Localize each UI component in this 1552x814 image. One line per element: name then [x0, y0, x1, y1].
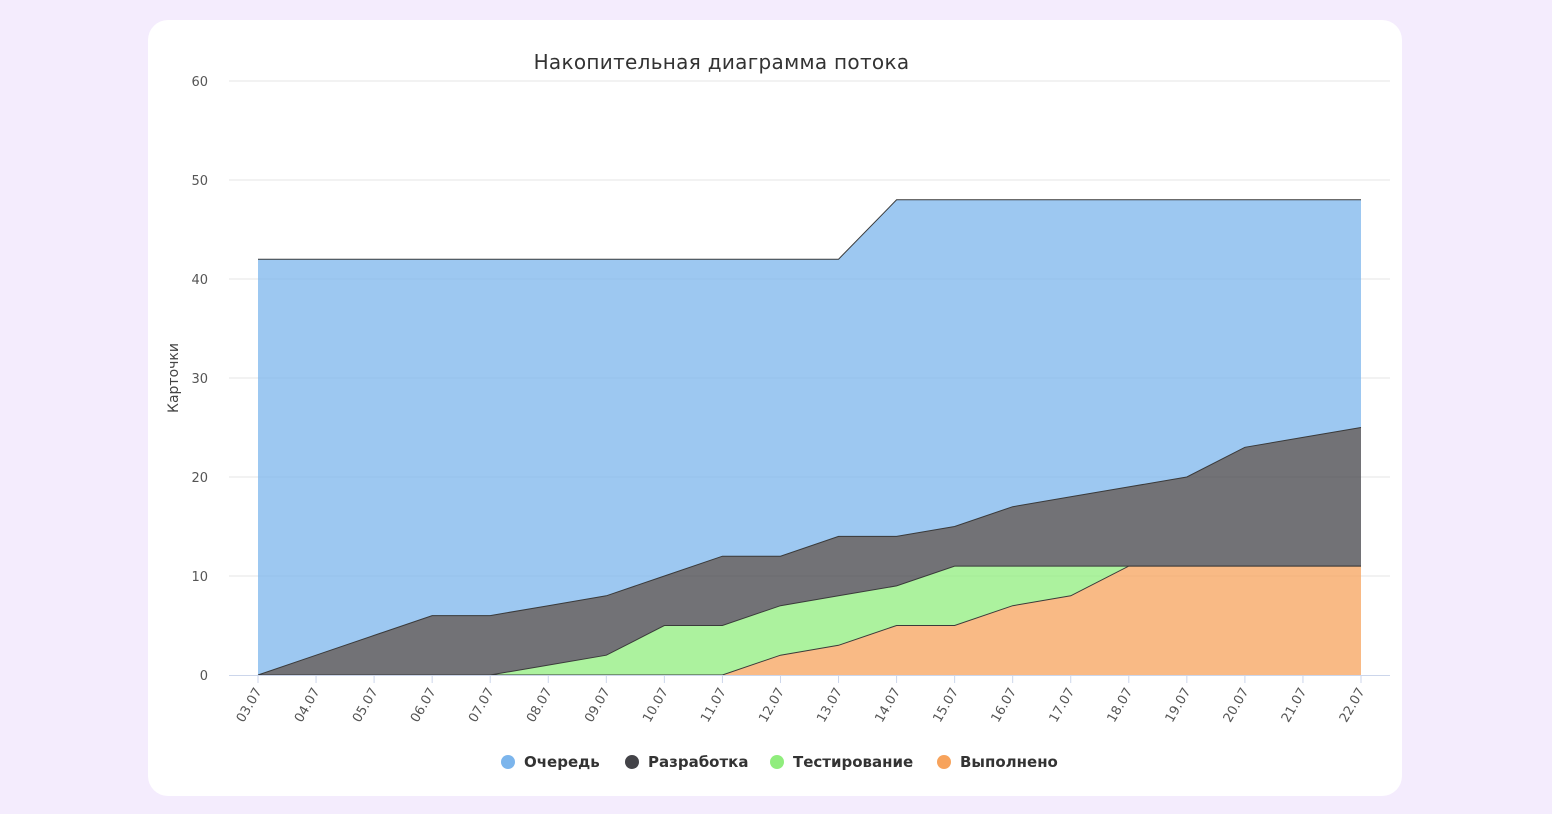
y-axis-title: Карточки: [166, 343, 182, 413]
x-tick-label: 05.07: [350, 686, 382, 726]
legend-marker: [937, 755, 951, 769]
y-tick-label: 40: [191, 273, 208, 288]
x-tick-label: 06.07: [408, 686, 440, 726]
chart-title: Накопительная диаграмма потока: [533, 50, 910, 74]
area-done: [258, 566, 1361, 675]
x-tick-label: 15.07: [930, 686, 962, 726]
x-tick-label: 16.07: [989, 686, 1021, 726]
line-development: [257, 427, 1362, 676]
x-tick-label: 18.07: [1105, 686, 1137, 726]
legend[interactable]: Очередь Разработка Тестирование Выполнено: [501, 753, 1058, 771]
x-tick-label: 11.07: [698, 686, 730, 726]
y-tick-label: 60: [191, 75, 208, 90]
legend-item-done[interactable]: Выполнено: [937, 753, 1058, 771]
legend-marker: [625, 755, 639, 769]
x-tick-label: 03.07: [234, 686, 266, 726]
legend-item-testing[interactable]: Тестирование: [770, 753, 913, 771]
area-series: [257, 199, 1362, 676]
legend-label: Очередь: [524, 753, 600, 771]
y-tick-label: 30: [191, 372, 208, 387]
x-tick-label: 04.07: [292, 686, 324, 726]
x-tick-label: 17.07: [1047, 686, 1079, 726]
x-tick-label: 22.07: [1337, 686, 1369, 726]
legend-item-queue[interactable]: Очередь: [501, 753, 600, 771]
area-testing: [258, 566, 1361, 675]
y-tick-label: 10: [191, 570, 208, 585]
x-tick-label: 08.07: [524, 686, 556, 726]
legend-marker: [501, 755, 515, 769]
x-tick-label: 12.07: [756, 686, 788, 726]
chart-card: Накопительная диаграмма потока 0 10 20 30 40…: [148, 20, 1402, 796]
area-queue: [258, 199, 1361, 676]
x-tick-label: 19.07: [1163, 686, 1195, 726]
cumulative-flow-chart: 0 10 20 30 40 50 60 03.07 04.07 05.07 06.07 07.07 08…: [166, 75, 1390, 771]
area-development: [258, 427, 1361, 675]
y-tick-label: 0: [200, 669, 208, 684]
legend-item-development[interactable]: Разработка: [625, 753, 748, 771]
x-tick-label: 14.07: [872, 686, 904, 726]
x-tick-label: 13.07: [814, 686, 846, 726]
x-tick-label: 09.07: [582, 686, 614, 726]
x-tick-label: 21.07: [1279, 686, 1311, 726]
legend-label: Выполнено: [960, 753, 1058, 771]
x-tick-label: 07.07: [466, 686, 498, 726]
legend-label: Тестирование: [793, 753, 913, 771]
y-tick-label: 50: [191, 174, 208, 189]
y-tick-label: 20: [191, 471, 208, 486]
legend-marker: [770, 755, 784, 769]
legend-label: Разработка: [648, 753, 748, 771]
x-tick-label: 10.07: [640, 686, 672, 726]
line-queue: [258, 199, 1361, 260]
x-tick-label: 20.07: [1221, 686, 1253, 726]
